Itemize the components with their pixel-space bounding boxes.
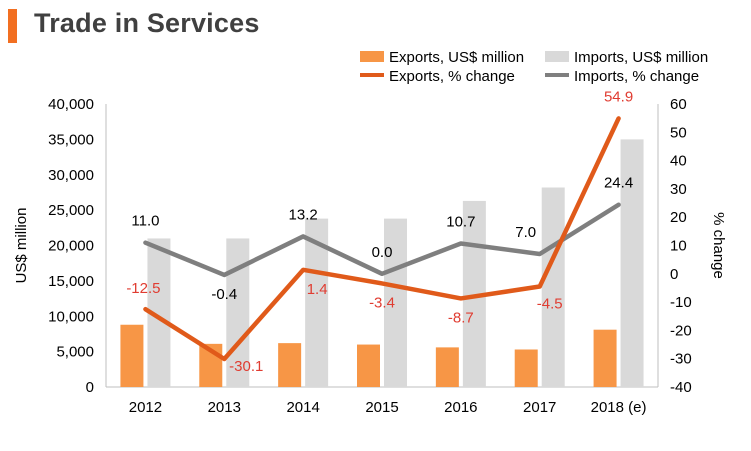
y-axis-title: US$ million (13, 208, 30, 284)
y-tick-label: 40,000 (48, 96, 94, 113)
exports-change-label: -30.1 (229, 358, 263, 375)
legend-label-imports-bar: Imports, US$ million (574, 49, 708, 66)
exports-change-label: -8.7 (448, 309, 474, 326)
exports-bar (593, 329, 617, 387)
exports-bar (120, 324, 144, 387)
axes: 0 5,000 10,000 15,000 20,000 25,000 30,000 35,0… (13, 96, 727, 416)
legend-label-exports-line: Exports, % change (389, 68, 515, 85)
exports-bar (278, 343, 302, 387)
y-tick-label: 15,000 (48, 273, 94, 290)
imports-change-line (143, 202, 621, 278)
imports-bar (305, 218, 329, 387)
imports-change-label: 7.0 (515, 224, 536, 241)
y2-tick-label: 30 (670, 181, 687, 198)
imports-bar (541, 187, 565, 387)
x-tick-label: 2012 (129, 399, 162, 416)
exports-change-label: -4.5 (537, 296, 563, 313)
exports-change-label: -3.4 (369, 294, 395, 311)
y-tick-label: 10,000 (48, 308, 94, 325)
y2-tick-label: 20 (670, 209, 687, 226)
y2-tick-label: -20 (670, 322, 692, 339)
legend-label-exports-bar: Exports, US$ million (389, 49, 524, 66)
y-tick-label: 5,000 (56, 344, 94, 361)
imports-bar (620, 139, 644, 387)
imports-bar (147, 238, 171, 387)
imports-change-label: 0.0 (372, 244, 393, 261)
y2-tick-label: -30 (670, 351, 692, 368)
imports-change-label: 10.7 (446, 214, 475, 231)
imports-change-label: -0.4 (211, 286, 237, 303)
legend: Exports, US$ million Imports, US$ million… (360, 49, 708, 85)
exports-change-label: -12.5 (126, 280, 160, 297)
title-accent-bar (8, 9, 17, 43)
y-tick-label: 30,000 (48, 167, 94, 184)
imports-bar (384, 218, 407, 387)
y2-tick-label: 0 (670, 266, 678, 283)
exports-bar (435, 347, 459, 387)
exports-change-label: 54.9 (604, 88, 633, 105)
y2-tick-label: 40 (670, 153, 687, 170)
x-tick-label: 2018 (e) (591, 399, 647, 416)
y-tick-label: 0 (86, 379, 94, 396)
imports-change-label: 24.4 (604, 175, 633, 192)
y2-tick-label: -10 (670, 294, 692, 311)
y2-tick-label: -40 (670, 379, 692, 396)
exports-bar (357, 344, 380, 387)
legend-label-imports-line: Imports, % change (574, 68, 699, 85)
x-tick-label: 2014 (286, 399, 319, 416)
y-tick-label: 20,000 (48, 238, 94, 255)
y2-tick-label: 10 (670, 238, 687, 255)
y-tick-label: 35,000 (48, 131, 94, 148)
legend-swatch-imports-bar (545, 51, 569, 62)
x-tick-label: 2015 (365, 399, 398, 416)
x-tick-label: 2016 (444, 399, 477, 416)
data-labels: 11.0 -0.4 13.2 0.0 10.7 7.0 24.4 -12.5 -30.1 1.4 -… (126, 88, 633, 375)
x-tick-label: 2017 (523, 399, 556, 416)
y2-tick-label: 60 (670, 96, 687, 113)
exports-change-line (143, 116, 621, 362)
imports-change-label: 11.0 (131, 213, 159, 230)
y-tick-label: 25,000 (48, 202, 94, 219)
imports-change-label: 13.2 (289, 206, 318, 223)
chart-title: Trade in Services (34, 8, 260, 38)
legend-swatch-exports-bar (360, 51, 384, 62)
y2-tick-label: 50 (670, 124, 687, 141)
x-tick-label: 2013 (208, 399, 241, 416)
y2-axis-title: % change (710, 212, 727, 279)
lines (143, 116, 621, 362)
exports-change-label: 1.4 (307, 281, 328, 298)
exports-bar (514, 349, 538, 387)
